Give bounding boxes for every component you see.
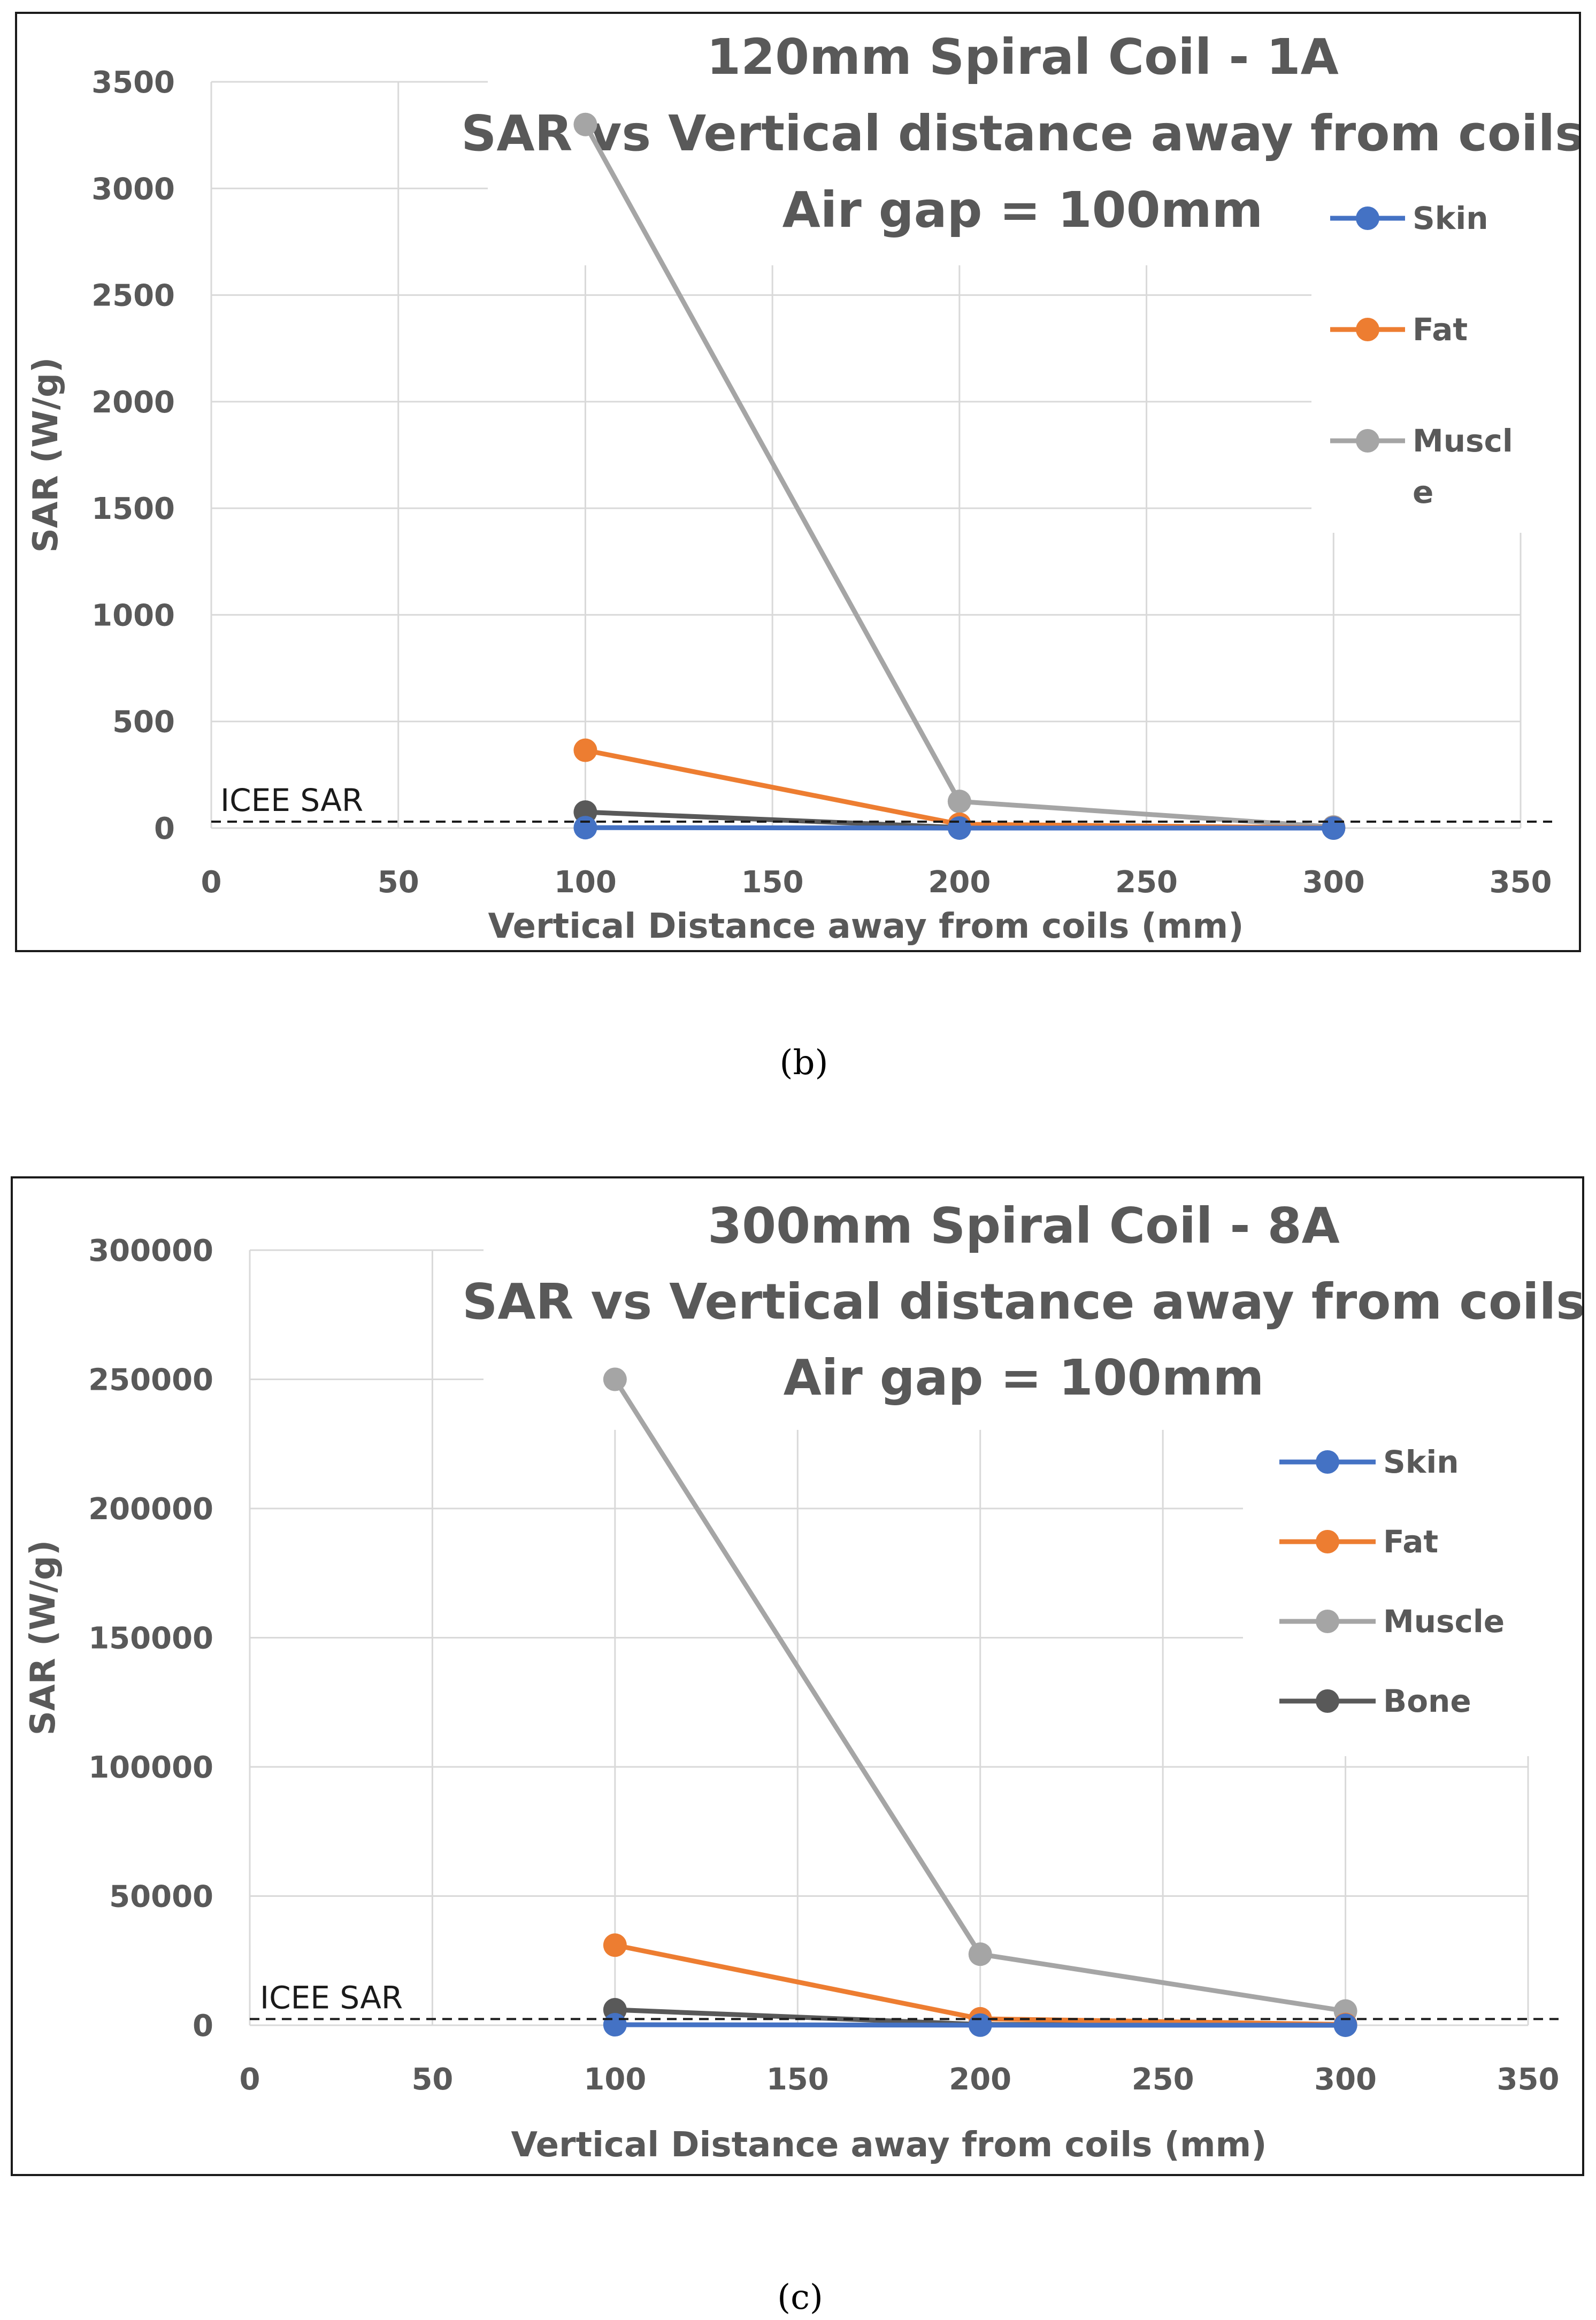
x-tick-label: 50 — [411, 2062, 453, 2097]
y-tick-label: 1000 — [91, 598, 175, 633]
chart-title-line: Air gap = 100mm — [782, 181, 1263, 239]
x-tick-label: 250 — [1132, 2062, 1194, 2097]
legend-marker-fat — [1356, 318, 1379, 341]
data-point-skin — [573, 816, 597, 840]
chart-title-line: 120mm Spiral Coil - 1A — [707, 28, 1339, 86]
y-tick-label: 150000 — [88, 1621, 213, 1656]
series-group — [573, 112, 1346, 840]
y-tick-label: 200000 — [88, 1492, 213, 1527]
y-tick-label: 250000 — [88, 1363, 213, 1398]
data-point-fat — [573, 738, 597, 762]
reference-line-label: ICEE SAR — [260, 1979, 403, 2016]
x-tick-label: 50 — [378, 865, 419, 900]
legend-background — [1311, 190, 1563, 533]
x-tick-label: 350 — [1490, 865, 1552, 900]
legend-marker-muscle — [1316, 1610, 1339, 1633]
chart-panel-b: 0 500 1000 1500 2000 2500 3000 3500 0 50 100 150 200… — [15, 12, 1584, 952]
x-tick-label: 300 — [1314, 2062, 1377, 2097]
y-tick-label: 2500 — [91, 279, 175, 313]
chart-c: 0 50000 100000 150000 200000 250000 300000 0 50 1… — [24, 1195, 1585, 2165]
legend-marker-fat — [1316, 1530, 1339, 1553]
chart-title-line: Air gap = 100mm — [784, 1349, 1264, 1406]
y-tick-label: 2000 — [91, 385, 175, 420]
legend-marker-muscle — [1356, 429, 1379, 453]
data-point-skin — [968, 2013, 992, 2037]
x-tick-label: 100 — [584, 2062, 646, 2097]
legend-label-muscle: Muscl — [1413, 423, 1513, 459]
y-tick-label: 50000 — [109, 1880, 213, 1915]
x-axis-title: Vertical Distance away from coils (mm) — [511, 2125, 1267, 2165]
data-point-skin — [603, 2013, 627, 2037]
legend-label-skin: Skin — [1383, 1444, 1459, 1480]
data-point-muscle — [968, 1942, 992, 1966]
legend-marker-skin — [1316, 1450, 1339, 1474]
y-axis-title: SAR (W/g) — [24, 1540, 63, 1735]
title-background — [484, 1195, 1575, 1430]
x-tick-label: 150 — [741, 865, 804, 900]
data-point-skin — [1333, 2013, 1357, 2037]
legend-label-muscle: Muscle — [1383, 1603, 1505, 1640]
legend-marker-bone — [1316, 1689, 1339, 1713]
legend-label-bone: Bone — [1383, 1683, 1471, 1719]
x-tick-label: 100 — [554, 865, 617, 900]
chart-title-line: 300mm Spiral Coil - 8A — [708, 1197, 1340, 1254]
data-point-muscle — [603, 1367, 627, 1391]
y-tick-label: 1500 — [91, 492, 175, 526]
y-tick-label: 3500 — [91, 65, 175, 100]
x-tick-label: 0 — [240, 2062, 260, 2097]
x-tick-label: 300 — [1302, 865, 1365, 900]
caption-b: (b) — [779, 1043, 828, 1083]
x-tick-label: 150 — [766, 2062, 829, 2097]
y-tick-label: 3000 — [91, 172, 175, 206]
chart-title-line: SAR vs Vertical distance away from coils — [461, 105, 1579, 162]
y-tick-label: 0 — [154, 811, 175, 846]
legend-label-muscle: e — [1413, 474, 1433, 510]
y-tick-label: 0 — [193, 2009, 213, 2043]
data-point-muscle — [573, 112, 597, 136]
x-axis-title: Vertical Distance away from coils (mm) — [488, 907, 1244, 946]
legend-label-skin: Skin — [1413, 200, 1488, 236]
data-point-skin — [947, 816, 971, 840]
reference-line-label: ICEE SAR — [220, 782, 363, 818]
chart-title-line: SAR vs Vertical distance away from coils — [462, 1273, 1582, 1330]
data-point-skin — [1322, 816, 1346, 840]
chart-panel-c: 0 50000 100000 150000 200000 250000 300000 0 50 1… — [11, 1176, 1585, 2176]
legend-marker-skin — [1356, 206, 1379, 230]
y-tick-label: 500 — [112, 705, 175, 740]
y-axis-title: SAR (W/g) — [26, 357, 66, 553]
legend-label-fat: Fat — [1383, 1523, 1438, 1560]
x-tick-label: 200 — [928, 865, 991, 900]
caption-c: (c) — [777, 2278, 823, 2317]
y-tick-label: 100000 — [88, 1750, 213, 1785]
data-point-fat — [603, 1933, 627, 1957]
y-tick-label: 300000 — [88, 1234, 213, 1268]
x-tick-label: 250 — [1115, 865, 1178, 900]
x-tick-label: 350 — [1497, 2062, 1560, 2097]
x-tick-label: 0 — [201, 865, 222, 900]
x-tick-label: 200 — [949, 2062, 1011, 2097]
legend-label-fat: Fat — [1413, 311, 1468, 348]
data-point-muscle — [947, 790, 971, 814]
chart-b: 0 500 1000 1500 2000 2500 3000 3500 0 50 100 150 200… — [26, 28, 1584, 946]
